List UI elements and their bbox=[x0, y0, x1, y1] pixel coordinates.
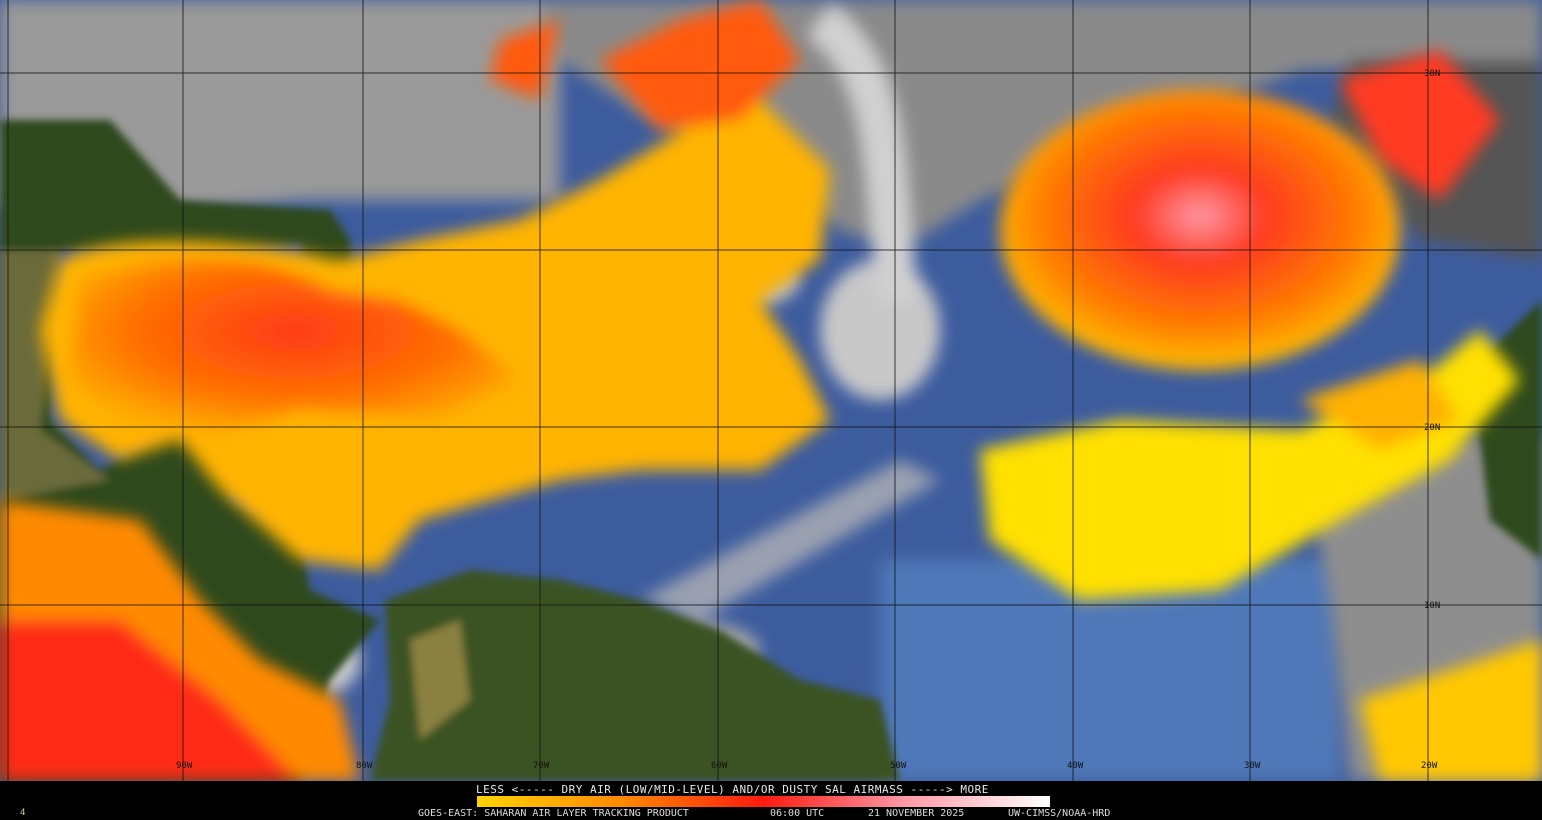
lon-label: 60W bbox=[711, 761, 728, 771]
frame-number: 4 bbox=[20, 808, 26, 818]
lat-label: 20N bbox=[1424, 423, 1440, 433]
credit-label: UW-CIMSS/NOAA-HRD bbox=[1008, 808, 1111, 819]
lat-label: 10N bbox=[1424, 601, 1440, 611]
time-label: 06:00 UTC bbox=[770, 808, 825, 819]
lon-label: 90W bbox=[176, 761, 193, 771]
lon-label: 70W bbox=[533, 761, 550, 771]
legend-title: LESS <----- DRY AIR (LOW/MID-LEVEL) AND/… bbox=[476, 783, 989, 796]
lat-label: 30N bbox=[1424, 69, 1440, 79]
product-name: GOES-EAST: SAHARAN AIR LAYER TRACKING PR… bbox=[418, 808, 689, 819]
longitude-labels: 90W 80W 70W 60W 50W 40W 30W 20W bbox=[176, 761, 1438, 771]
lat-lon-grid bbox=[0, 0, 1542, 781]
date-label: 21 NOVEMBER 2025 bbox=[868, 808, 965, 819]
colorbar bbox=[477, 796, 1050, 807]
lon-label: 30W bbox=[1244, 761, 1261, 771]
lon-label: 50W bbox=[890, 761, 907, 771]
lon-label: 20W bbox=[1421, 761, 1438, 771]
satellite-map: 90W 80W 70W 60W 50W 40W 30W 20W 30N 20N … bbox=[0, 0, 1542, 781]
lon-label: 40W bbox=[1067, 761, 1084, 771]
lon-label: 80W bbox=[356, 761, 373, 771]
latitude-labels: 30N 20N 10N bbox=[1424, 69, 1440, 611]
